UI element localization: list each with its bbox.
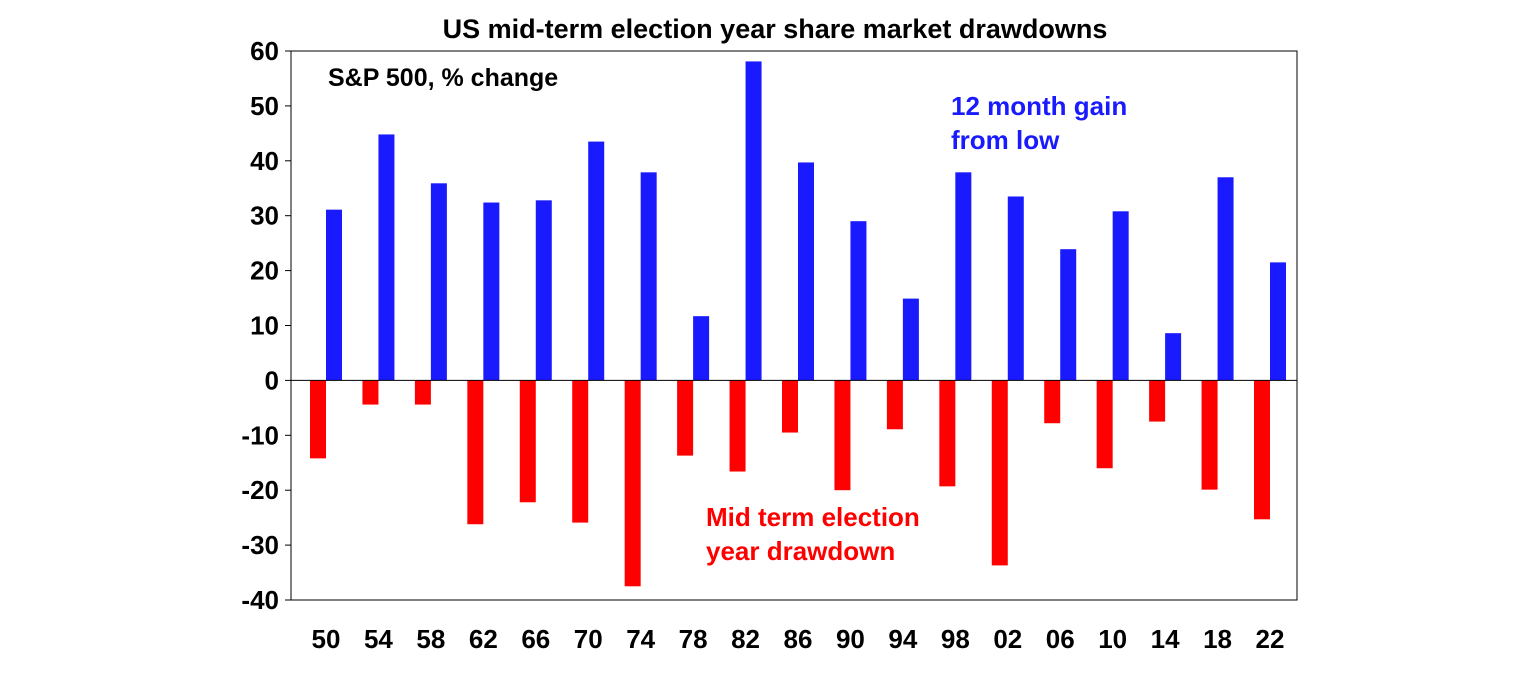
annotation-gain-line1: 12 month gain	[951, 91, 1127, 121]
gain-bar-74	[640, 172, 657, 381]
bars	[310, 61, 1286, 587]
y-tick-label: 20	[250, 256, 279, 286]
drawdown-bar-54	[362, 380, 379, 405]
gain-bar-22	[1270, 262, 1286, 381]
y-tick-label: 30	[250, 201, 279, 231]
gain-bar-82	[745, 61, 762, 381]
gain-bar-58	[430, 183, 447, 381]
x-tick-label: 06	[1046, 624, 1075, 654]
x-tick-label: 50	[312, 624, 341, 654]
x-tick-label: 22	[1256, 624, 1285, 654]
y-tick-label: -20	[241, 475, 279, 505]
drawdown-bar-74	[624, 380, 641, 587]
y-tick-label: 50	[250, 91, 279, 121]
annotation-gain-line2: from low	[951, 125, 1060, 155]
x-tick-label: 58	[416, 624, 445, 654]
chart-subtitle: S&P 500, % change	[328, 64, 558, 92]
gain-bar-62	[483, 202, 500, 381]
x-axis: 50 54 58 62 66 70 74 78 82 86 90 94 98 02 06 10 14 18 22	[312, 624, 1285, 654]
x-tick-label: 78	[679, 624, 708, 654]
drawdown-bar-58	[414, 380, 431, 405]
x-tick-label: 62	[469, 624, 498, 654]
y-axis: 60 50 40 30 20 10 0 -10 -20 -30 -40	[241, 36, 291, 615]
gain-bar-10	[1112, 211, 1129, 381]
x-tick-label: 10	[1098, 624, 1127, 654]
gain-bar-06	[1060, 249, 1077, 381]
gain-bar-78	[693, 316, 710, 381]
gain-bar-70	[588, 141, 605, 381]
x-tick-label: 18	[1203, 624, 1232, 654]
gain-bar-90	[850, 221, 867, 381]
drawdown-bar-90	[834, 380, 851, 491]
x-tick-label: 82	[731, 624, 760, 654]
y-tick-label: -10	[241, 420, 279, 450]
drawdown-bar-66	[519, 380, 536, 503]
y-tick-label: -40	[241, 585, 279, 615]
drawdown-bar-18	[1201, 380, 1218, 490]
drawdown-bar-02	[991, 380, 1008, 566]
drawdown-bar-14	[1149, 380, 1166, 422]
x-tick-label: 94	[888, 624, 917, 654]
x-tick-label: 54	[364, 624, 393, 654]
drawdown-bar-78	[677, 380, 694, 456]
gain-bar-86	[798, 162, 814, 381]
drawdown-bar-50	[310, 380, 326, 459]
drawdown-bar-10	[1096, 380, 1113, 469]
x-tick-label: 86	[784, 624, 813, 654]
drawdown-bar-94	[886, 380, 903, 430]
drawdown-bar-06	[1044, 380, 1061, 424]
gain-bar-50	[326, 209, 342, 381]
gain-bar-98	[955, 172, 972, 381]
y-tick-label: 10	[250, 311, 279, 341]
x-tick-label: 74	[626, 624, 655, 654]
annotation-drawdown-line2: year drawdown	[706, 536, 895, 566]
drawdown-bar-98	[939, 380, 956, 487]
y-tick-label: 40	[250, 146, 279, 176]
gain-bar-94	[902, 298, 919, 381]
drawdown-bar-22	[1254, 380, 1270, 520]
gain-bar-14	[1165, 333, 1182, 381]
gain-bar-54	[378, 134, 395, 381]
gain-bar-02	[1007, 196, 1024, 381]
drawdown-bar-82	[729, 380, 746, 472]
annotation-drawdown-line1: Mid term election	[706, 502, 920, 532]
x-tick-label: 14	[1151, 624, 1180, 654]
x-tick-label: 98	[941, 624, 970, 654]
x-tick-label: 66	[521, 624, 550, 654]
x-tick-label: 70	[574, 624, 603, 654]
drawdown-bar-86	[782, 380, 798, 433]
y-tick-label: -30	[241, 530, 279, 560]
y-tick-label: 60	[250, 36, 279, 66]
gain-bar-18	[1217, 177, 1234, 381]
gain-bar-66	[535, 200, 552, 381]
drawdown-bar-70	[572, 380, 589, 523]
x-tick-label: 02	[993, 624, 1022, 654]
y-tick-label: 0	[265, 365, 279, 395]
drawdown-bar-62	[467, 380, 484, 525]
x-tick-label: 90	[836, 624, 865, 654]
chart-title: US mid-term election year share market d…	[443, 14, 1108, 44]
